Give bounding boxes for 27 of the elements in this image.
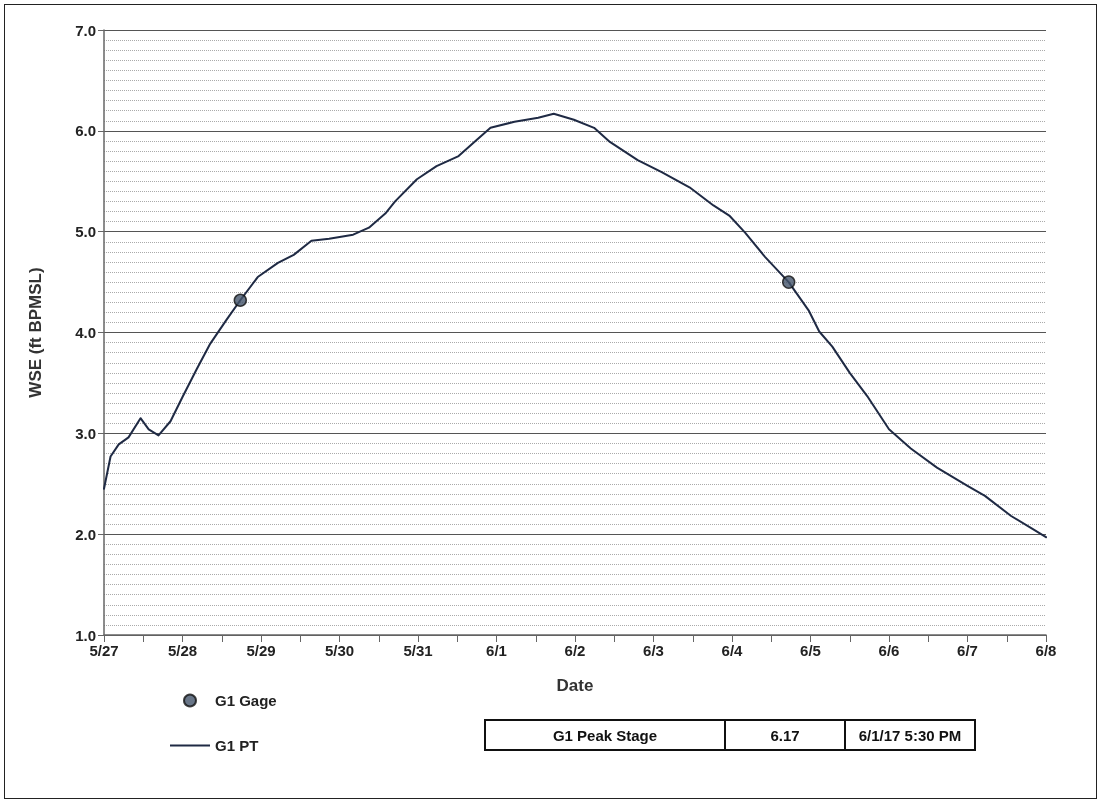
y-tick-label: 6.0 xyxy=(75,122,96,140)
x-tick-label: 6/6 xyxy=(878,642,900,659)
x-tick-label: 6/7 xyxy=(957,642,978,659)
x-axis-title: Date xyxy=(556,676,594,695)
x-tick-label: 6/8 xyxy=(1035,642,1057,659)
x-tick-label: 6/1 xyxy=(486,642,507,659)
legend-label: G1 PT xyxy=(215,737,259,754)
x-tick-label: 6/2 xyxy=(564,642,586,659)
text: G1 Peak Stage xyxy=(552,726,658,744)
x-tick-label: 5/30 xyxy=(324,642,355,659)
y-tick-label: 2.0 xyxy=(75,525,96,543)
y-tick-label: 3.0 xyxy=(75,424,96,442)
x-tick-label: 6/5 xyxy=(800,642,821,659)
x-tick-label: 6/3 xyxy=(643,642,664,659)
y-tick-label: 5.0 xyxy=(75,223,96,241)
x-tick-label: 5/31 xyxy=(403,642,433,659)
text: 6.17 xyxy=(770,726,800,744)
x-tick-label: 5/29 xyxy=(246,642,276,659)
y-axis-title: WSE (ft BPMSL) xyxy=(26,267,45,398)
legend-label: G1 Gage xyxy=(215,692,277,709)
x-tick-label: 6/4 xyxy=(721,642,744,659)
y-tick-label: 7.0 xyxy=(75,21,96,39)
y-tick-label: 1.0 xyxy=(75,626,96,644)
x-tick-label: 5/27 xyxy=(89,642,119,659)
x-tick-label: 5/28 xyxy=(167,642,198,659)
y-tick-label: 4.0 xyxy=(75,324,96,341)
text: 6/1/17 5:30 PM xyxy=(858,726,962,744)
